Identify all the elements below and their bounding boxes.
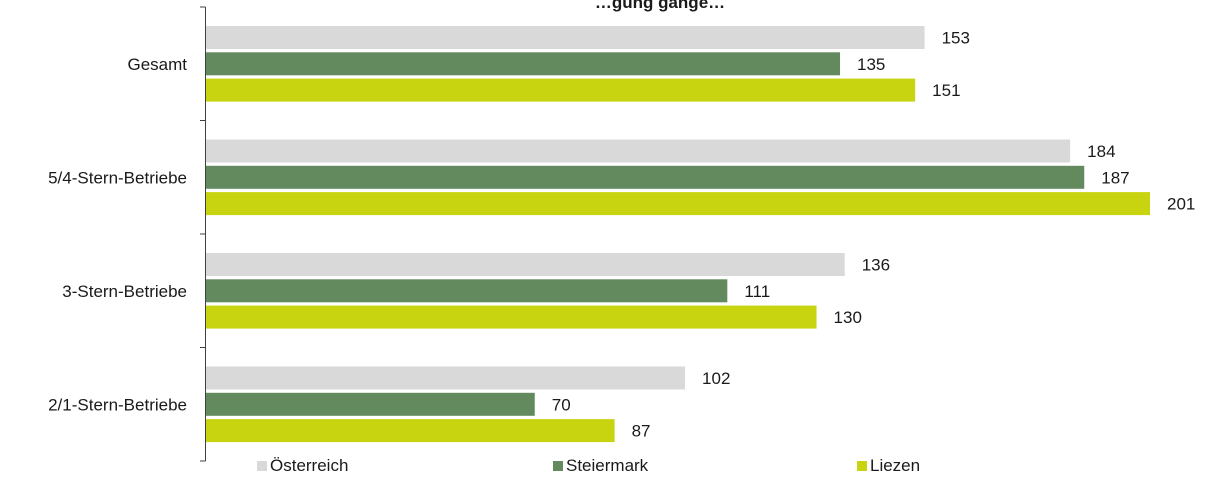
legend: Österreich Steiermark Liezen — [0, 452, 1205, 482]
data-label: 184 — [1087, 142, 1115, 161]
bar — [206, 366, 686, 390]
category-label: 5/4-Stern-Betriebe — [48, 168, 187, 187]
data-label: 70 — [552, 395, 571, 414]
legend-swatch-steiermark — [553, 461, 563, 471]
bar — [206, 279, 728, 303]
bar — [206, 52, 841, 76]
legend-item-liezen: Liezen — [857, 456, 920, 476]
bar — [206, 419, 615, 443]
data-label: 135 — [857, 55, 885, 74]
bar — [206, 139, 1071, 163]
data-label: 102 — [702, 369, 730, 388]
bar — [206, 253, 845, 276]
legend-swatch-liezen — [857, 461, 867, 471]
category-label: Gesamt — [127, 55, 187, 74]
chart-title: …gung gänge… — [595, 0, 725, 12]
data-label: 151 — [932, 81, 960, 100]
data-label: 201 — [1167, 195, 1195, 214]
data-label: 130 — [834, 308, 862, 327]
legend-swatch-austria — [257, 461, 267, 471]
bar — [206, 78, 916, 102]
legend-label-steiermark: Steiermark — [566, 456, 649, 475]
category-label: 3-Stern-Betriebe — [62, 282, 187, 301]
data-label: 111 — [744, 282, 770, 301]
bar — [206, 192, 1150, 216]
legend-item-austria: Österreich — [257, 456, 348, 476]
legend-label-liezen: Liezen — [870, 456, 921, 475]
bar — [206, 392, 535, 416]
bar — [206, 165, 1085, 189]
legend-label-austria: Österreich — [270, 456, 349, 475]
data-label: 87 — [632, 422, 651, 441]
data-label: 153 — [942, 29, 970, 48]
bars-group — [206, 26, 1150, 443]
bar — [206, 305, 817, 329]
data-label: 187 — [1101, 168, 1129, 187]
data-label: 136 — [862, 256, 890, 275]
y-axis — [200, 6, 206, 462]
bar — [206, 26, 925, 49]
labels-group: Gesamt 153 135 151 5/4-Stern-Betriebe 184 187 2… — [48, 29, 1195, 441]
legend-item-steiermark: Steiermark — [553, 456, 648, 476]
category-label: 2/1-Stern-Betriebe — [48, 395, 187, 414]
